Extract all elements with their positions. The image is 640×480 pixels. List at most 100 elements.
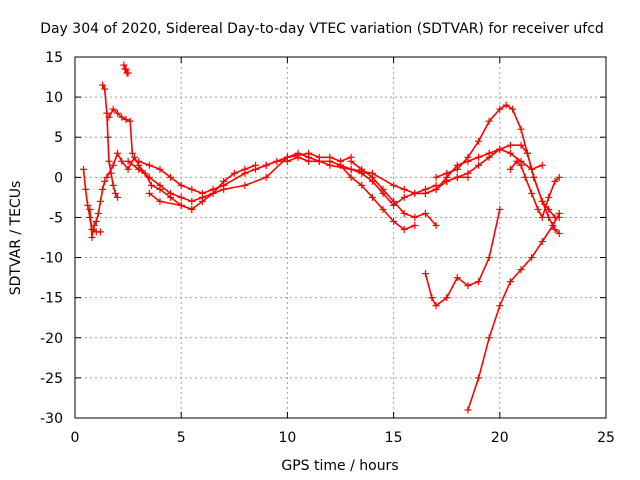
data-point [220, 177, 228, 185]
data-point [390, 217, 398, 225]
series-line [339, 164, 416, 231]
data-point [145, 173, 153, 181]
data-point [262, 161, 270, 169]
data-point [453, 173, 461, 181]
data-point [400, 225, 408, 233]
data-point [99, 81, 107, 89]
data-point [118, 157, 126, 165]
x-tick-label: 10 [278, 430, 296, 446]
data-point [485, 254, 493, 262]
data-point [496, 302, 504, 310]
data-point [506, 278, 514, 286]
data-point [523, 149, 531, 157]
y-tick-label: -5 [49, 210, 63, 226]
data-point [96, 197, 104, 205]
x-tick-label: 0 [71, 430, 80, 446]
series-spike-c [120, 61, 132, 77]
data-point [368, 193, 376, 201]
data-point [475, 161, 483, 169]
data-point [538, 213, 546, 221]
series-spike-b [105, 105, 136, 157]
y-tick-label: -25 [40, 371, 63, 387]
series-line [425, 148, 543, 195]
data-point [453, 165, 461, 173]
data-point [209, 189, 217, 197]
data-point [368, 173, 376, 181]
data-point [411, 213, 419, 221]
data-point [283, 157, 291, 165]
data-point [506, 141, 514, 149]
data-point [241, 181, 249, 189]
x-tick-label: 25 [597, 430, 615, 446]
data-point [453, 274, 461, 282]
series-series-low-a [421, 205, 504, 310]
data-point [99, 185, 107, 193]
data-point [241, 165, 249, 173]
series-series-drop-a [337, 161, 419, 233]
y-tick-label: -15 [40, 291, 63, 307]
data-point [177, 193, 185, 201]
data-point [113, 193, 121, 201]
series-spike-a [99, 81, 121, 201]
data-point [305, 149, 313, 157]
y-tick-label: 15 [45, 50, 63, 66]
data-point [545, 213, 553, 221]
data-point [111, 189, 119, 197]
data-point [517, 161, 525, 169]
data-point [358, 165, 366, 173]
data-point [105, 113, 113, 121]
data-point [411, 189, 419, 197]
chart-title: Day 304 of 2020, Sidereal Day-to-day VTE… [40, 21, 604, 37]
data-point [443, 169, 451, 177]
data-point [124, 157, 132, 165]
data-point [443, 294, 451, 302]
data-point [421, 209, 429, 217]
series-line [509, 160, 560, 219]
data-point [118, 113, 126, 121]
data-point [167, 173, 175, 181]
data-point [262, 173, 270, 181]
data-point [105, 157, 113, 165]
data-point [252, 165, 260, 173]
data-point [421, 189, 429, 197]
data-point [517, 141, 525, 149]
series-line [467, 213, 561, 411]
data-point [145, 189, 153, 197]
data-point [551, 177, 559, 185]
x-tick-label: 5 [177, 430, 186, 446]
data-point [92, 217, 100, 225]
y-tick-label: 10 [45, 90, 63, 106]
data-point [82, 185, 90, 193]
y-tick-label: 5 [54, 130, 63, 146]
series-series-drop-b [347, 157, 440, 229]
plot-border [74, 56, 607, 419]
data-point [347, 165, 355, 173]
data-point [545, 193, 553, 201]
data-point [521, 173, 529, 181]
data-point [122, 65, 130, 73]
data-point [198, 189, 206, 197]
data-point [555, 209, 563, 217]
grid-lines [75, 57, 606, 418]
data-point [506, 165, 514, 173]
x-tick-label: 15 [385, 430, 403, 446]
data-point [506, 149, 514, 157]
data-point [496, 105, 504, 113]
data-point [400, 185, 408, 193]
data-point [502, 101, 510, 109]
data-point [432, 302, 440, 310]
data-point [126, 117, 134, 125]
data-point [555, 173, 563, 181]
series-series-main-c [145, 161, 260, 213]
data-point [485, 153, 493, 161]
data-point [538, 238, 546, 246]
data-point [464, 153, 472, 161]
data-point [555, 229, 563, 237]
data-point [485, 117, 493, 125]
data-point [432, 221, 440, 229]
y-tick-label: -20 [40, 331, 63, 347]
series-series-low-b [464, 209, 563, 414]
data-point [120, 61, 128, 69]
data-point [475, 374, 483, 382]
